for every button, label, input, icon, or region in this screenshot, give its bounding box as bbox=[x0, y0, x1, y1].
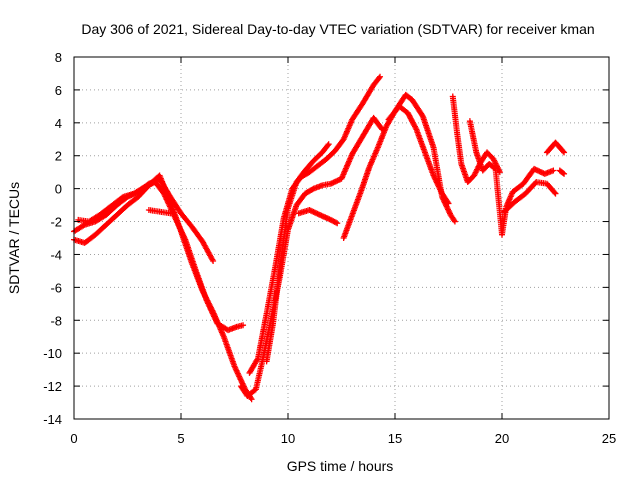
series-arc-7 bbox=[263, 141, 332, 365]
data-point bbox=[551, 189, 558, 196]
data-point bbox=[167, 210, 174, 217]
data-point bbox=[560, 148, 567, 155]
series-arc-15 bbox=[556, 167, 568, 177]
series-arc-10 bbox=[385, 103, 452, 207]
x-tick-label: 0 bbox=[70, 431, 77, 446]
y-axis-label: SDTVAR / TECUs bbox=[6, 182, 22, 294]
y-tick-label: -4 bbox=[50, 247, 62, 262]
series-arc-3 bbox=[75, 179, 247, 334]
data-point bbox=[324, 142, 331, 149]
y-tick-label: 6 bbox=[55, 83, 62, 98]
series-arc-8 bbox=[295, 207, 341, 227]
data-point bbox=[444, 199, 451, 206]
data-point bbox=[240, 322, 247, 329]
data-point bbox=[248, 396, 255, 403]
data-point bbox=[451, 217, 458, 224]
x-tick-label: 15 bbox=[388, 431, 402, 446]
series-arc-14 bbox=[543, 139, 568, 156]
data-point bbox=[210, 258, 217, 265]
data-point bbox=[445, 200, 452, 207]
data-point bbox=[332, 219, 339, 226]
series-arc-12 bbox=[466, 118, 557, 238]
data-point bbox=[376, 74, 383, 81]
y-tick-label: 8 bbox=[55, 50, 62, 65]
data-point bbox=[550, 167, 557, 174]
x-tick-label: 20 bbox=[495, 431, 509, 446]
y-tick-label: 4 bbox=[55, 116, 62, 131]
x-tick-label: 10 bbox=[281, 431, 295, 446]
data-point bbox=[552, 190, 559, 197]
y-tick-label: -14 bbox=[43, 412, 62, 427]
data-points bbox=[71, 73, 568, 403]
series-arc-4 bbox=[145, 207, 174, 217]
data-point bbox=[561, 170, 568, 177]
data-point bbox=[491, 165, 498, 172]
y-tick-label: -12 bbox=[43, 379, 62, 394]
x-tick-label: 5 bbox=[177, 431, 184, 446]
plot-frame bbox=[73, 56, 610, 420]
y-tick-label: -2 bbox=[50, 215, 62, 230]
data-point bbox=[496, 169, 503, 176]
x-tick-label: 25 bbox=[602, 431, 616, 446]
x-axis-label: GPS time / hours bbox=[287, 458, 394, 474]
x-axis-ticks: 0 5 10 15 20 25 bbox=[70, 57, 616, 446]
data-point bbox=[561, 149, 568, 156]
y-axis-ticks: -14 -12 -10 -8 -6 -4 -2 0 2 4 6 8 bbox=[43, 50, 609, 427]
data-point bbox=[325, 141, 332, 148]
data-point bbox=[334, 220, 341, 227]
y-tick-label: 2 bbox=[55, 149, 62, 164]
y-tick-label: -10 bbox=[43, 346, 62, 361]
data-point bbox=[377, 73, 384, 80]
series-arc-13 bbox=[501, 179, 559, 215]
chart-title: Day 306 of 2021, Sidereal Day-to-day VTE… bbox=[81, 21, 594, 37]
y-tick-label: 0 bbox=[55, 182, 62, 197]
data-point bbox=[254, 356, 261, 363]
data-point bbox=[451, 218, 458, 225]
series-arc-6 bbox=[246, 73, 384, 376]
y-tick-label: -8 bbox=[50, 313, 62, 328]
data-point bbox=[559, 170, 566, 177]
y-tick-label: -6 bbox=[50, 280, 62, 295]
